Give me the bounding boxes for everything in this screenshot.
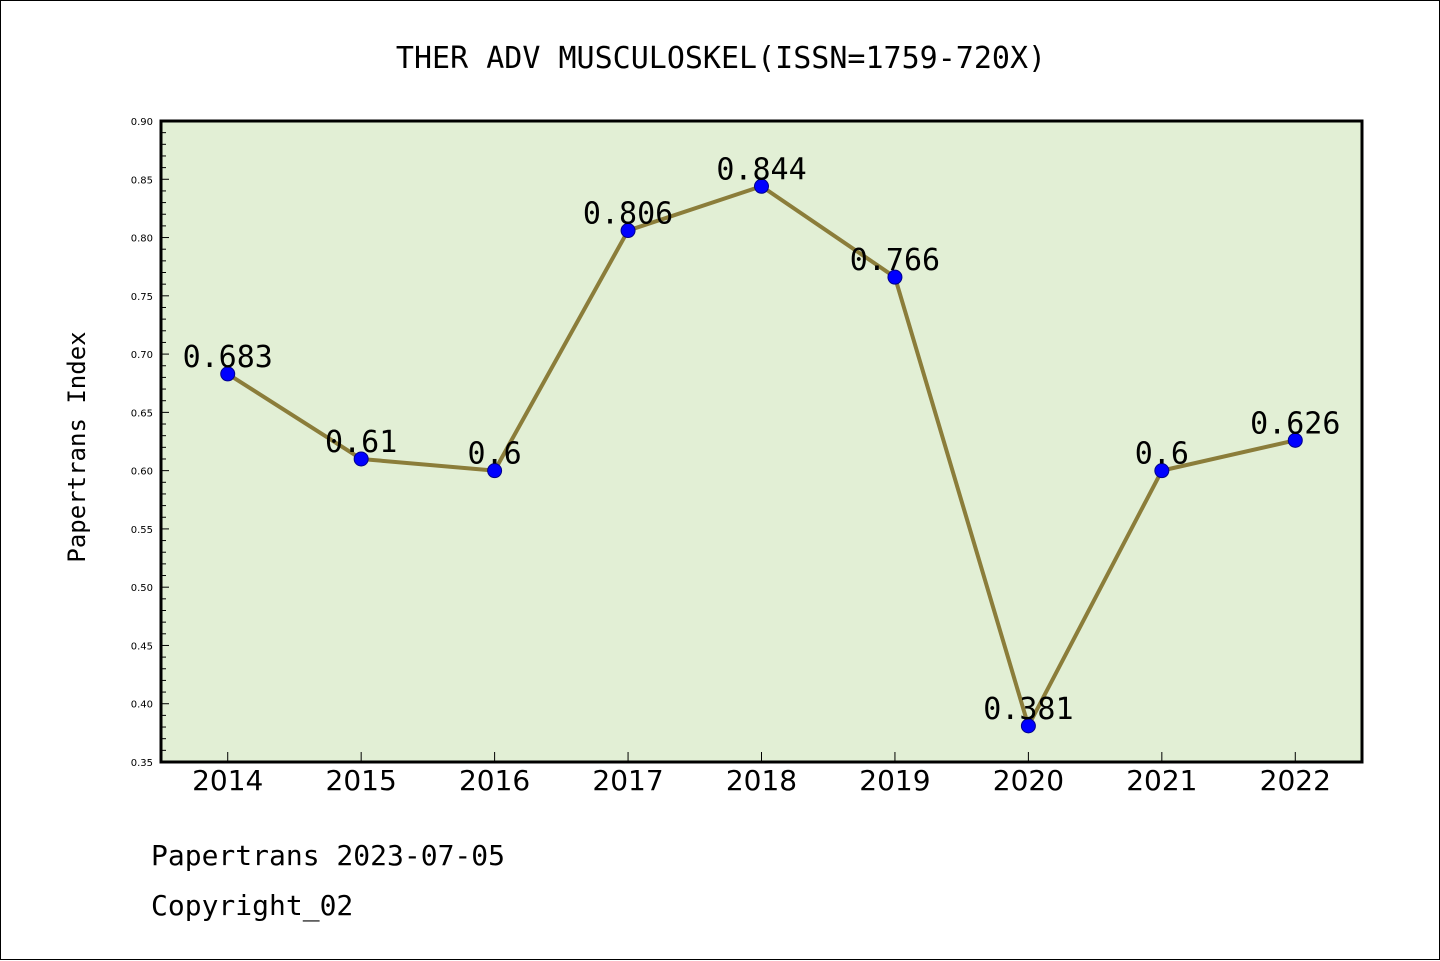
data-point <box>487 463 503 479</box>
x-tick-label: 2015 <box>326 764 397 797</box>
y-axis: 0.35 0.40 0.45 0.50 0.55 0.60 0.65 0.70 0.75 0.80… <box>131 117 169 769</box>
x-axis: 2014 2015 2016 2017 2018 2019 2020 2021 2022 <box>192 752 1331 797</box>
x-tick-label: 2020 <box>993 764 1064 797</box>
chart-title: THER ADV MUSCULOSKEL(ISSN=1759-720X) <box>396 41 1046 76</box>
data-label: 0.844 <box>716 152 806 187</box>
y-tick-label: 0.75 <box>131 292 153 303</box>
y-tick-label: 0.35 <box>131 758 153 769</box>
data-label: 0.61 <box>325 425 397 460</box>
y-tick-label: 0.60 <box>131 467 153 478</box>
y-tick-label: 0.70 <box>131 350 153 361</box>
x-tick-label: 2019 <box>859 764 930 797</box>
x-tick-label: 2016 <box>459 764 530 797</box>
y-tick-label: 0.40 <box>131 700 153 711</box>
data-point <box>1287 432 1303 448</box>
data-point <box>220 366 236 382</box>
x-tick-label: 2022 <box>1260 764 1331 797</box>
y-tick-label: 0.90 <box>131 117 153 128</box>
series-markers <box>220 178 1303 734</box>
plot-border <box>159 119 1364 764</box>
data-label: 0.683 <box>183 340 273 375</box>
x-tick-label: 2014 <box>192 764 263 797</box>
x-tick-label: 2017 <box>592 764 663 797</box>
x-tick-label: 2018 <box>726 764 797 797</box>
x-tick-label: 2021 <box>1126 764 1197 797</box>
data-label: 0.766 <box>850 243 940 278</box>
y-tick-label: 0.50 <box>131 583 153 594</box>
data-label: 0.6 <box>1135 437 1189 472</box>
y-tick-label: 0.45 <box>131 641 153 652</box>
y-tick-label: 0.55 <box>131 525 153 536</box>
y-tick-label: 0.80 <box>131 234 153 245</box>
data-label: 0.626 <box>1250 406 1340 441</box>
data-label: 0.6 <box>468 437 522 472</box>
data-point <box>353 451 369 467</box>
footer-date: Papertrans 2023-07-05 <box>151 839 505 872</box>
data-label: 0.381 <box>983 692 1073 727</box>
data-point <box>620 223 636 239</box>
data-labels: 0.683 0.61 0.6 0.806 0.844 0.766 0.381 0.6 0.626 <box>183 152 1341 727</box>
data-point <box>1020 718 1036 734</box>
data-point <box>1154 463 1170 479</box>
y-tick-label: 0.65 <box>131 408 153 419</box>
y-axis-label: Papertrans Index <box>63 331 91 562</box>
footer-copyright: Copyright_02 <box>151 889 353 923</box>
data-label: 0.806 <box>583 197 673 232</box>
data-point <box>887 269 903 285</box>
y-tick-label: 0.85 <box>131 175 153 186</box>
plot-area <box>161 121 1362 762</box>
data-point <box>754 178 769 194</box>
